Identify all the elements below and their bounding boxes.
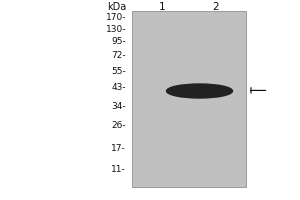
- Text: 170-: 170-: [106, 12, 126, 21]
- Text: 11-: 11-: [111, 164, 126, 173]
- Ellipse shape: [167, 84, 232, 98]
- Text: 130-: 130-: [106, 24, 126, 33]
- Text: 34-: 34-: [111, 102, 126, 111]
- Text: 55-: 55-: [111, 66, 126, 75]
- Text: 1: 1: [159, 2, 165, 12]
- Text: 95-: 95-: [111, 38, 126, 46]
- FancyBboxPatch shape: [132, 11, 246, 187]
- Text: kDa: kDa: [107, 2, 126, 12]
- Text: 2: 2: [213, 2, 219, 12]
- Text: 72-: 72-: [111, 51, 126, 60]
- Text: 17-: 17-: [111, 144, 126, 153]
- Text: 43-: 43-: [111, 83, 126, 92]
- Text: 26-: 26-: [111, 121, 126, 130]
